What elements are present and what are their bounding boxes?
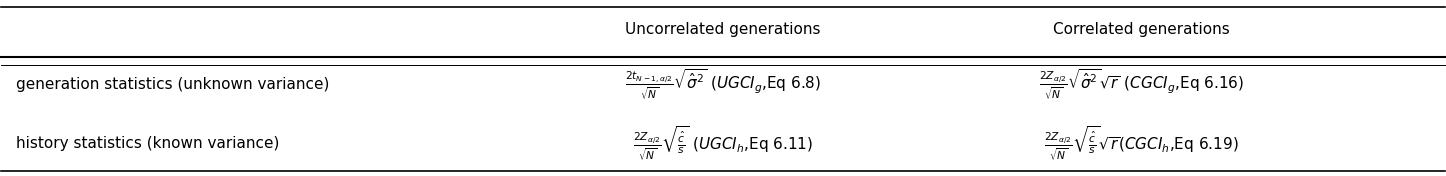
Text: $\frac{2Z_{\alpha/2}}{\sqrt{N}}\sqrt{\hat{\sigma}^2}\sqrt{r}$ $(CGCI_g$,Eq 6.16): $\frac{2Z_{\alpha/2}}{\sqrt{N}}\sqrt{\ha… — [1040, 68, 1244, 101]
Text: $\frac{2Z_{\alpha/2}}{\sqrt{N}}\sqrt{\frac{\hat{c}}{s}}$ $(UGCI_h$,Eq 6.11): $\frac{2Z_{\alpha/2}}{\sqrt{N}}\sqrt{\fr… — [633, 125, 813, 162]
Text: Uncorrelated generations: Uncorrelated generations — [625, 22, 821, 37]
Text: $\frac{2Z_{\alpha/2}}{\sqrt{N}}\sqrt{\frac{\hat{c}}{s}}\sqrt{r}$$(CGCI_h$,Eq 6.1: $\frac{2Z_{\alpha/2}}{\sqrt{N}}\sqrt{\fr… — [1044, 125, 1239, 162]
Text: $\frac{2t_{N-1,\alpha/2}}{\sqrt{N}}\sqrt{\hat{\sigma}^2}$ $(UGCI_g$,Eq 6.8): $\frac{2t_{N-1,\alpha/2}}{\sqrt{N}}\sqrt… — [625, 68, 821, 101]
Text: history statistics (known variance): history statistics (known variance) — [16, 136, 279, 151]
Text: Correlated generations: Correlated generations — [1053, 22, 1231, 37]
Text: generation statistics (unknown variance): generation statistics (unknown variance) — [16, 77, 330, 92]
